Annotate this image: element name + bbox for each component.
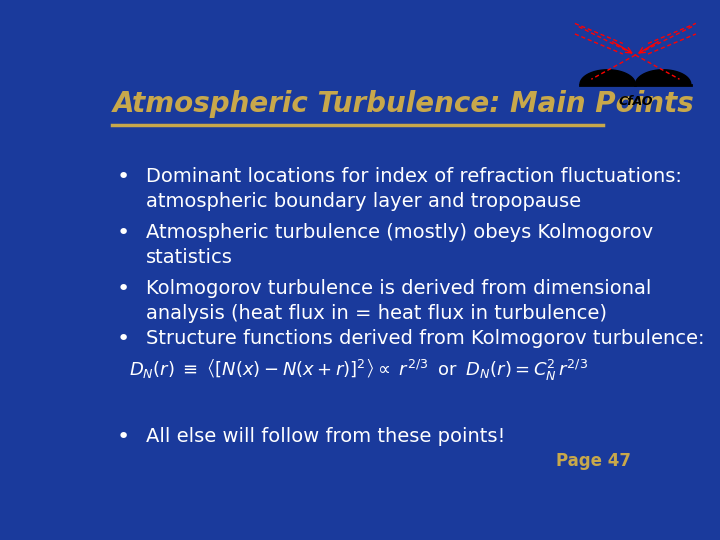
Text: $D_N(r) \;\equiv\; \left\langle\left[N(x)-N(x+r)\right]^2\right\rangle \propto \: $D_N(r) \;\equiv\; \left\langle\left[N(x… bbox=[129, 358, 588, 383]
Polygon shape bbox=[635, 70, 690, 84]
Text: Kolmogorov turbulence is derived from dimensional
analysis (heat flux in = heat : Kolmogorov turbulence is derived from di… bbox=[145, 279, 651, 323]
Polygon shape bbox=[580, 70, 635, 84]
Text: •: • bbox=[117, 427, 130, 447]
Text: Page 47: Page 47 bbox=[557, 452, 631, 470]
Text: •: • bbox=[117, 223, 130, 243]
Text: Atmospheric Turbulence: Main Points: Atmospheric Turbulence: Main Points bbox=[112, 90, 694, 118]
Text: Structure functions derived from Kolmogorov turbulence:: Structure functions derived from Kolmogo… bbox=[145, 329, 704, 348]
Text: •: • bbox=[117, 167, 130, 187]
Text: Dominant locations for index of refraction fluctuations:
atmospheric boundary la: Dominant locations for index of refracti… bbox=[145, 167, 682, 211]
Text: •: • bbox=[117, 329, 130, 349]
Text: •: • bbox=[117, 279, 130, 299]
Text: CfAO: CfAO bbox=[618, 94, 652, 107]
Text: All else will follow from these points!: All else will follow from these points! bbox=[145, 427, 505, 446]
Text: Atmospheric turbulence (mostly) obeys Kolmogorov
statistics: Atmospheric turbulence (mostly) obeys Ko… bbox=[145, 223, 653, 267]
